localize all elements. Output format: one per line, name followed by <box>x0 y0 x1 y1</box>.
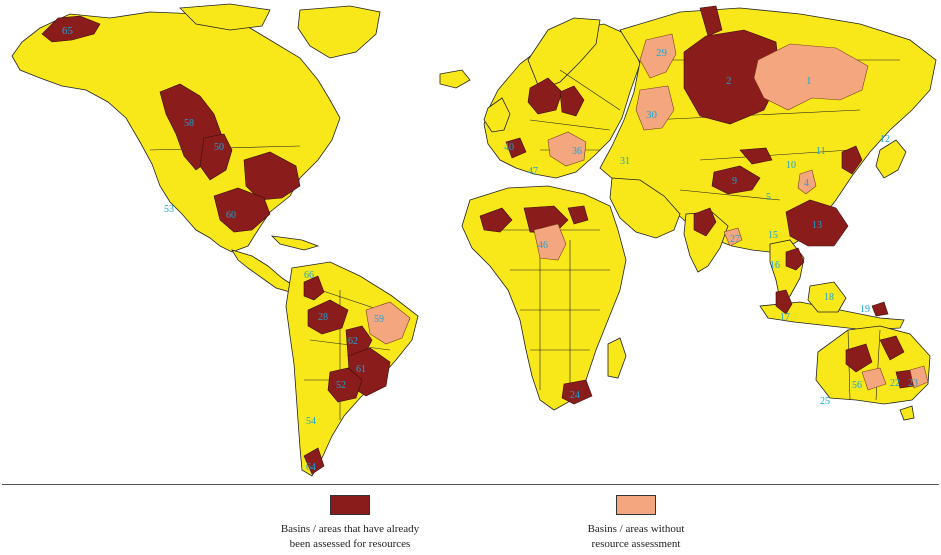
arabian-peninsula <box>609 177 681 239</box>
basin-65 <box>41 15 101 43</box>
basin-label-28: 28 <box>318 312 328 323</box>
basin-label-50: 50 <box>214 142 224 153</box>
basin-na-east <box>243 151 301 201</box>
madagascar <box>607 337 627 379</box>
basin-label-29: 29 <box>656 47 668 59</box>
arctic-islands <box>179 3 271 31</box>
basin-label-30: 30 <box>646 109 658 121</box>
basin-label-65: 65 <box>62 25 74 37</box>
basin-au-2 <box>879 335 905 361</box>
basin-23 <box>861 367 887 391</box>
basin-africa-4 <box>567 205 589 225</box>
iceland <box>439 69 471 89</box>
greenland <box>297 5 381 59</box>
basin-india <box>693 207 717 237</box>
basin-label-11: 11 <box>816 146 826 157</box>
tasmania <box>899 405 915 421</box>
legend-swatch-assessed <box>330 495 370 515</box>
basin-label-64: 64 <box>306 462 316 473</box>
basin-label-58: 58 <box>184 118 194 129</box>
basin-label-54: 54 <box>306 416 316 427</box>
basin-label-56: 56 <box>852 380 862 391</box>
basin-label-66: 66 <box>304 270 314 281</box>
british-isles <box>483 97 511 133</box>
basin-label-23: 23 <box>908 378 918 389</box>
legend-swatch-not-assessed <box>616 495 656 515</box>
basin-europe-1 <box>527 77 563 115</box>
basin-28 <box>307 299 349 335</box>
japan <box>875 139 907 179</box>
legend-assessed-line1: Basins / areas that have already <box>280 523 420 535</box>
map-frame-bottom <box>2 484 939 485</box>
basin-number-labels: 65 58 50 53 60 29 1 2 30 36 31 11 12 10 … <box>62 25 918 473</box>
basin-label-62: 62 <box>348 336 358 347</box>
basin-9 <box>711 165 761 195</box>
basin-label-61: 61 <box>356 364 366 375</box>
basin-64 <box>303 447 325 475</box>
basin-label-60: 60 <box>226 210 236 221</box>
basin-europe-2 <box>559 85 585 117</box>
caribbean <box>270 235 320 251</box>
basin-label-52: 52 <box>336 380 346 391</box>
basin-17 <box>775 289 793 315</box>
basin-label-19: 19 <box>860 304 870 315</box>
basin-russia-north <box>699 5 723 37</box>
basin-label-9: 9 <box>732 176 737 187</box>
basin-label-2: 2 <box>726 75 732 87</box>
basin-label-47: 47 <box>528 166 538 177</box>
basin-label-18: 18 <box>824 292 834 303</box>
basin-50 <box>199 133 233 181</box>
basin-label-59: 59 <box>374 314 384 325</box>
basin-46 <box>533 223 567 261</box>
legend-assessed-line2: been assessed for resources <box>289 538 411 550</box>
basin-label-13: 13 <box>812 220 822 231</box>
basin-asia-10 <box>739 147 773 165</box>
basin-1 <box>753 43 869 111</box>
basin-label-27: 27 <box>730 234 740 245</box>
basin-29 <box>639 33 677 79</box>
basin-36 <box>547 131 587 167</box>
unassessed-basins <box>365 33 929 391</box>
basin-11-east <box>841 145 863 175</box>
basin-52 <box>327 367 363 403</box>
world-basin-map: 65 58 50 53 60 29 1 2 30 36 31 11 12 10 … <box>11 3 937 477</box>
basin-label-53: 53 <box>164 204 174 215</box>
basin-europe-3 <box>505 137 527 159</box>
basin-59 <box>365 301 411 345</box>
basin-30 <box>635 85 675 131</box>
basin-label-25: 25 <box>820 396 830 407</box>
basin-27 <box>723 227 743 247</box>
basin-label-4: 4 <box>804 178 809 189</box>
basin-label-1: 1 <box>806 75 812 87</box>
basin-label-12: 12 <box>880 134 890 145</box>
basin-label-36: 36 <box>572 146 582 157</box>
basin-sea <box>785 247 805 271</box>
basin-label-15: 15 <box>768 230 778 241</box>
basin-label-5: 5 <box>766 192 771 203</box>
legend-label-not-assessed: Basins / areas without resource assessme… <box>521 522 751 552</box>
legend-label-assessed: Basins / areas that have already been as… <box>235 522 465 552</box>
basin-label-24: 24 <box>570 390 580 401</box>
basin-label-31: 31 <box>620 156 630 167</box>
basin-60 <box>213 187 271 233</box>
basin-19 <box>871 301 889 317</box>
basin-label-16: 16 <box>770 260 780 271</box>
basin-label-40: 40 <box>504 142 514 153</box>
basin-label-46: 46 <box>538 240 548 251</box>
basin-label-22: 22 <box>890 378 900 389</box>
basin-22 <box>909 365 929 389</box>
legend-not-assessed-line1: Basins / areas without <box>587 523 685 535</box>
basin-label-10: 10 <box>786 160 796 171</box>
basin-label-17: 17 <box>780 312 790 323</box>
legend-not-assessed-line2: resource assessment <box>591 538 681 550</box>
basin-24 <box>561 379 593 405</box>
assessed-basins <box>41 5 915 475</box>
basin-4 <box>797 169 817 195</box>
basin-62 <box>345 325 373 357</box>
basin-35 <box>785 199 849 247</box>
basin-africa-1 <box>479 207 513 233</box>
basin-sa-1 <box>303 275 325 301</box>
borneo <box>807 281 847 313</box>
basin-au-1 <box>845 343 873 373</box>
